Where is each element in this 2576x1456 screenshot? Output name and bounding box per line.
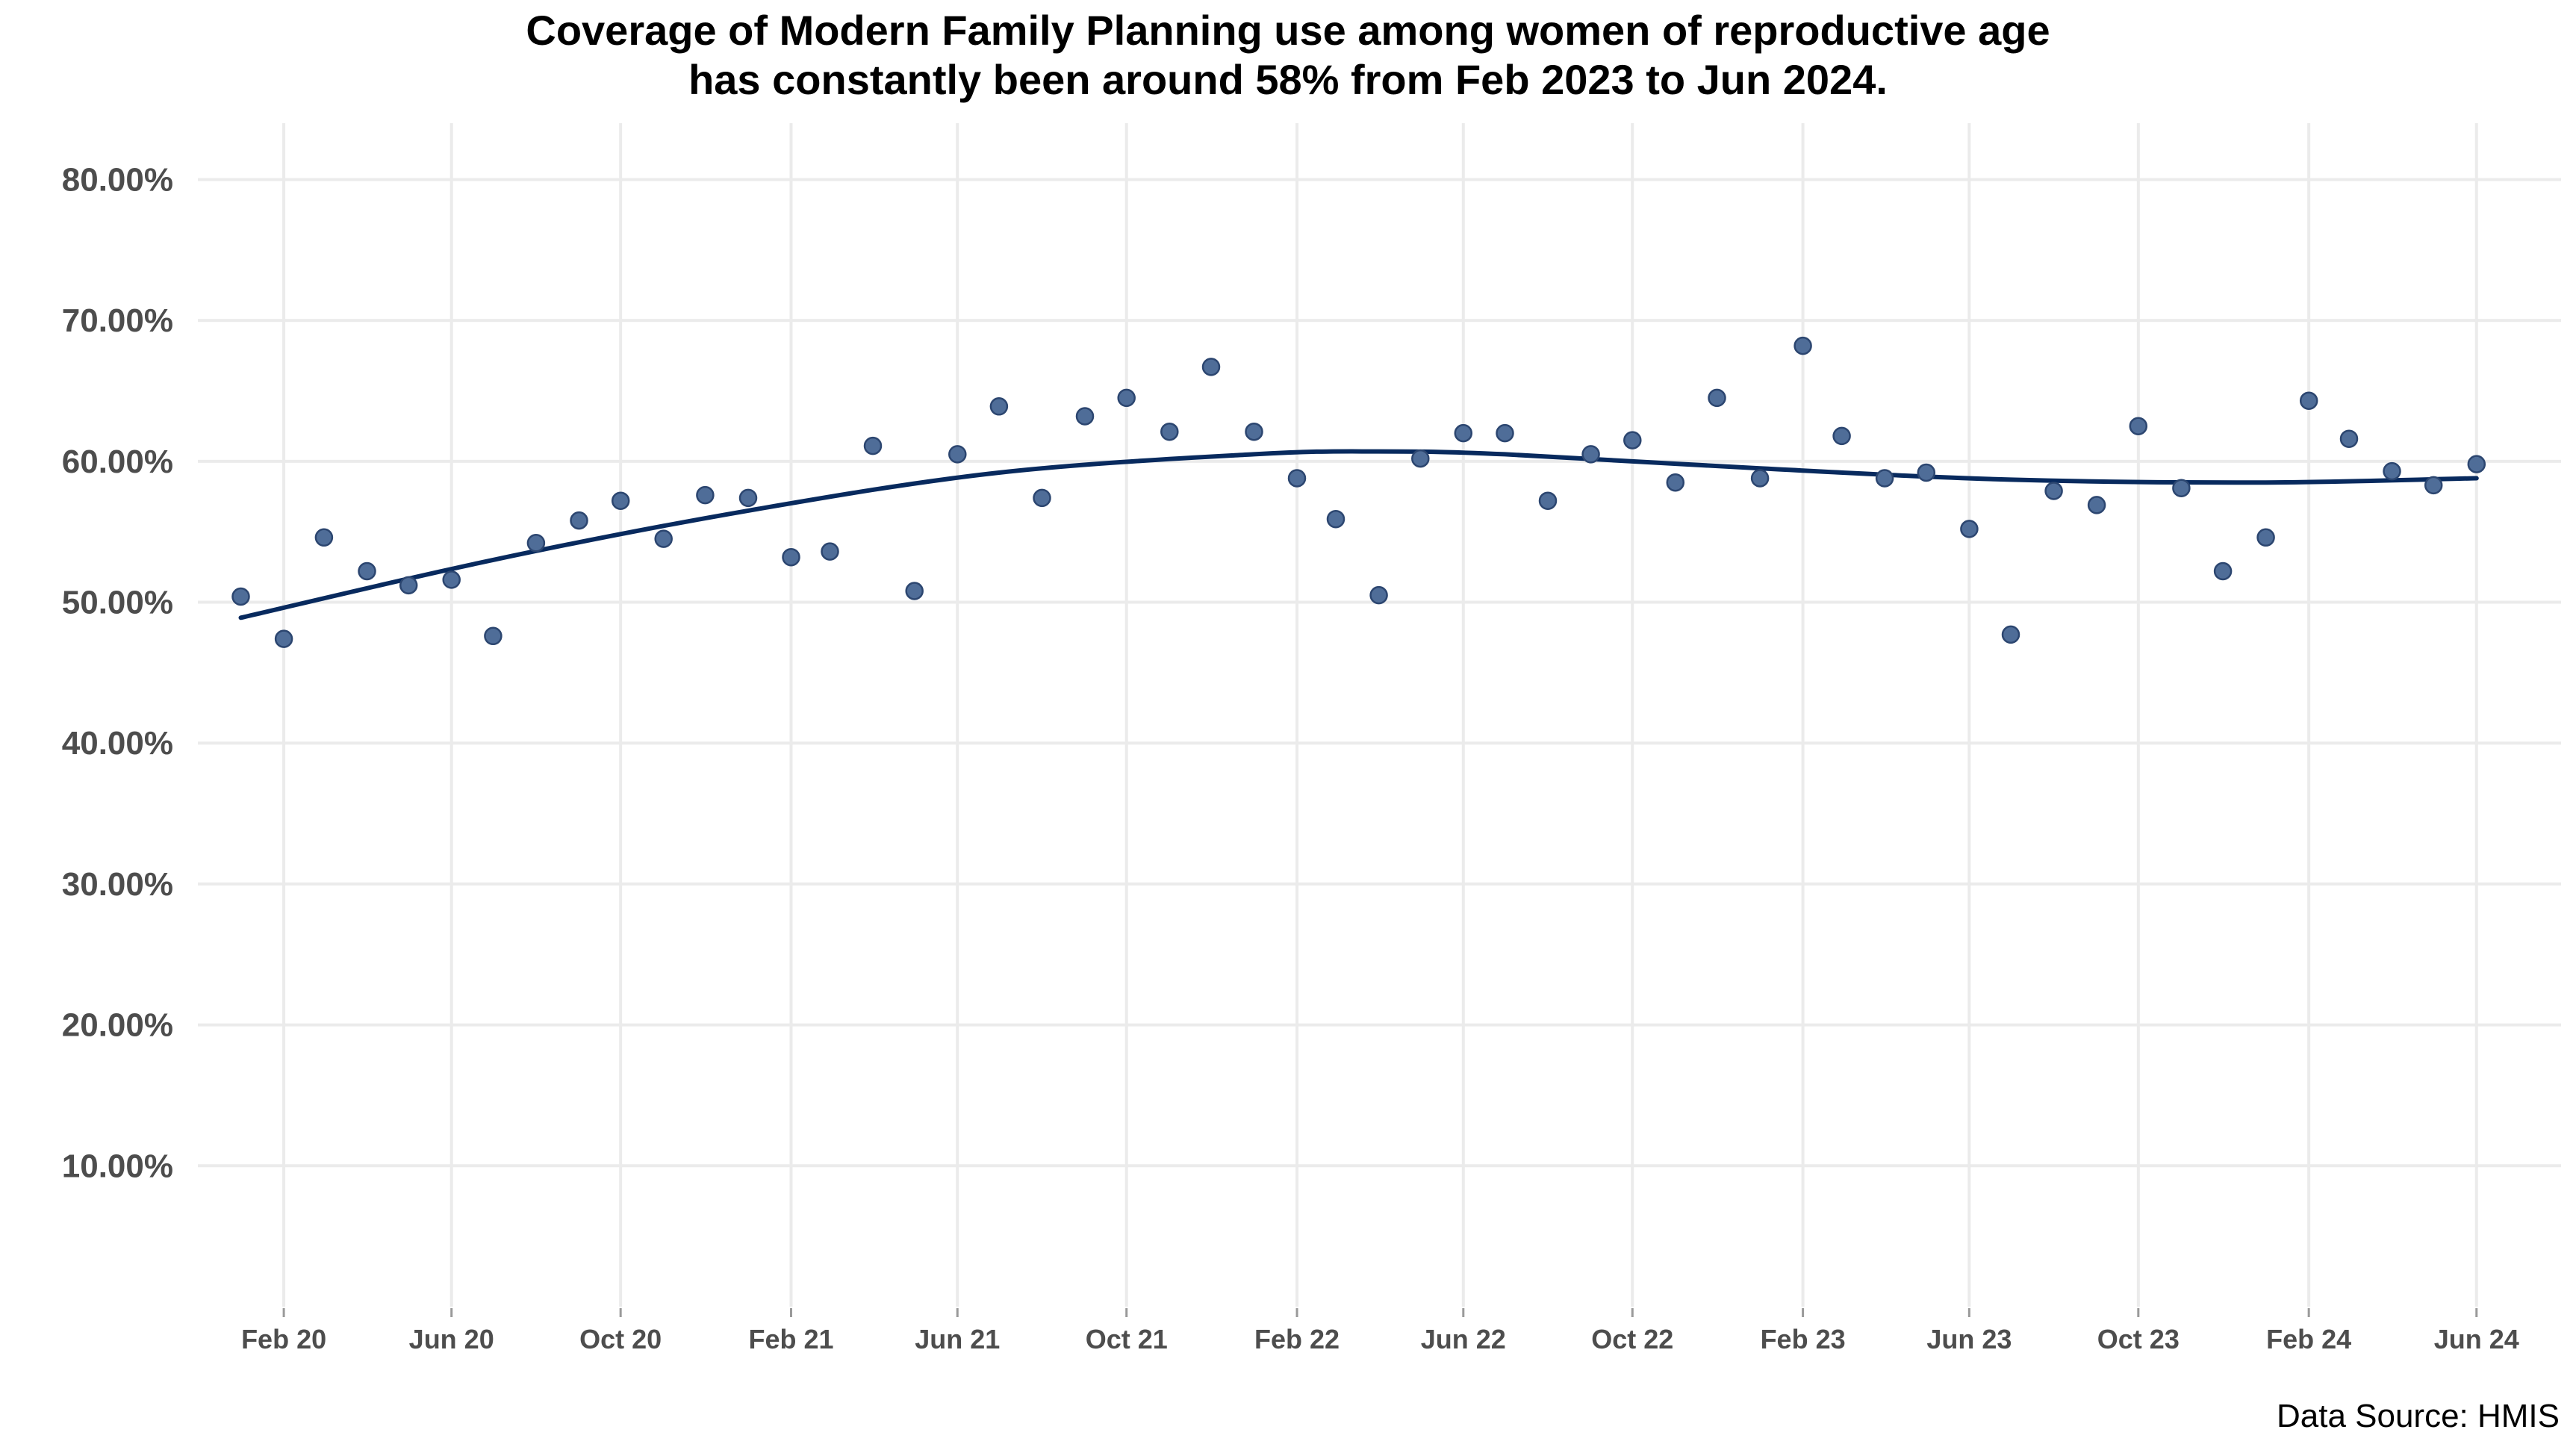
data-point [231,587,250,606]
data-point [358,561,376,581]
data-point [1369,585,1388,605]
data-point [1496,423,1514,443]
x-tick-label: Feb 24 [2266,1324,2351,1354]
data-point [1033,488,1051,508]
data-point [274,629,293,648]
x-tick-label: Jun 24 [2434,1324,2519,1354]
chart-title-line-1: Coverage of Modern Family Planning use a… [526,7,2050,54]
y-tick-label: 60.00% [62,444,173,480]
data-point [2001,625,2020,644]
data-point [821,542,839,561]
data-point [863,436,883,455]
data-point [2299,391,2318,410]
data-point [442,570,461,589]
data-point [2383,461,2401,481]
y-axis-tick-labels: 10.00% 20.00% 30.00% 40.00% 50.00% 60.00% 70.0… [62,161,173,1184]
data-point [1581,445,1600,464]
data-point [696,485,715,505]
data-point [2172,479,2191,497]
data-point [948,445,967,464]
data-point [1623,431,1642,449]
data-point [2339,429,2359,448]
data-point [1917,463,1936,482]
y-tick-label: 30.00% [62,866,173,903]
data-point [738,488,758,508]
y-tick-label: 10.00% [62,1148,173,1184]
data-point [526,534,546,553]
chart-title: Coverage of Modern Family Planning use a… [0,6,2576,105]
data-point [1832,426,1851,446]
data-point [570,511,588,530]
x-tick-label: Jun 23 [1926,1324,2012,1354]
data-point [1750,469,1770,488]
y-tick-label: 80.00% [62,161,173,198]
y-tick-label: 20.00% [62,1007,173,1044]
trend-line-layer [238,449,2479,620]
data-point [1411,449,1430,468]
x-tick-label: Feb 22 [1254,1324,1340,1354]
x-tick-label: Oct 22 [1591,1324,1673,1354]
data-point [2087,496,2106,514]
data-point [2044,482,2063,500]
y-tick-label: 50.00% [62,585,173,621]
data-point [314,528,334,547]
data-point [1538,491,1558,510]
x-tick-label: Oct 21 [1086,1324,1168,1354]
x-tick-label: Jun 21 [915,1324,1000,1354]
data-point [905,582,924,600]
data-point [1454,423,1473,443]
data-point [1326,509,1345,529]
data-point [399,576,418,595]
data-source-note: Data Source: HMIS [2276,1398,2560,1434]
gridlines [198,123,2561,1317]
data-point [2213,561,2233,581]
x-tick-label: Oct 20 [579,1324,662,1354]
data-point [1201,358,1221,376]
trend-line [238,449,2479,620]
x-tick-label: Jun 22 [1421,1324,1506,1354]
data-point [1245,422,1263,441]
x-tick-label: Oct 23 [2097,1324,2180,1354]
data-point [1708,388,1726,408]
data-point [989,397,1009,416]
data-point [1287,469,1307,488]
data-point [1117,388,1136,408]
data-point [484,626,503,646]
data-point [2256,528,2275,547]
data-point [2424,476,2443,495]
data-point [654,529,673,548]
data-point [1160,422,1179,441]
data-point [2467,455,2486,473]
data-point [1666,473,1685,492]
data-point [2129,417,2148,435]
chart-title-line-2: has constantly been around 58% from Feb … [688,56,1888,103]
x-tick-label: Jun 20 [409,1324,494,1354]
data-point [1875,469,1894,488]
y-tick-label: 40.00% [62,725,173,762]
x-tick-label: Feb 23 [1761,1324,1846,1354]
x-axis-tick-labels: Feb 20 Jun 20 Oct 20 Feb 21 Jun 21 Oct 21 Feb … [241,1324,2519,1354]
y-tick-label: 70.00% [62,302,173,339]
data-point [1075,407,1095,426]
x-tick-label: Feb 21 [748,1324,833,1354]
x-tick-label: Feb 20 [241,1324,326,1354]
data-point [1960,520,1979,538]
data-points [231,336,2486,648]
data-point [1793,336,1812,355]
data-point [611,491,630,510]
data-point [782,547,800,567]
